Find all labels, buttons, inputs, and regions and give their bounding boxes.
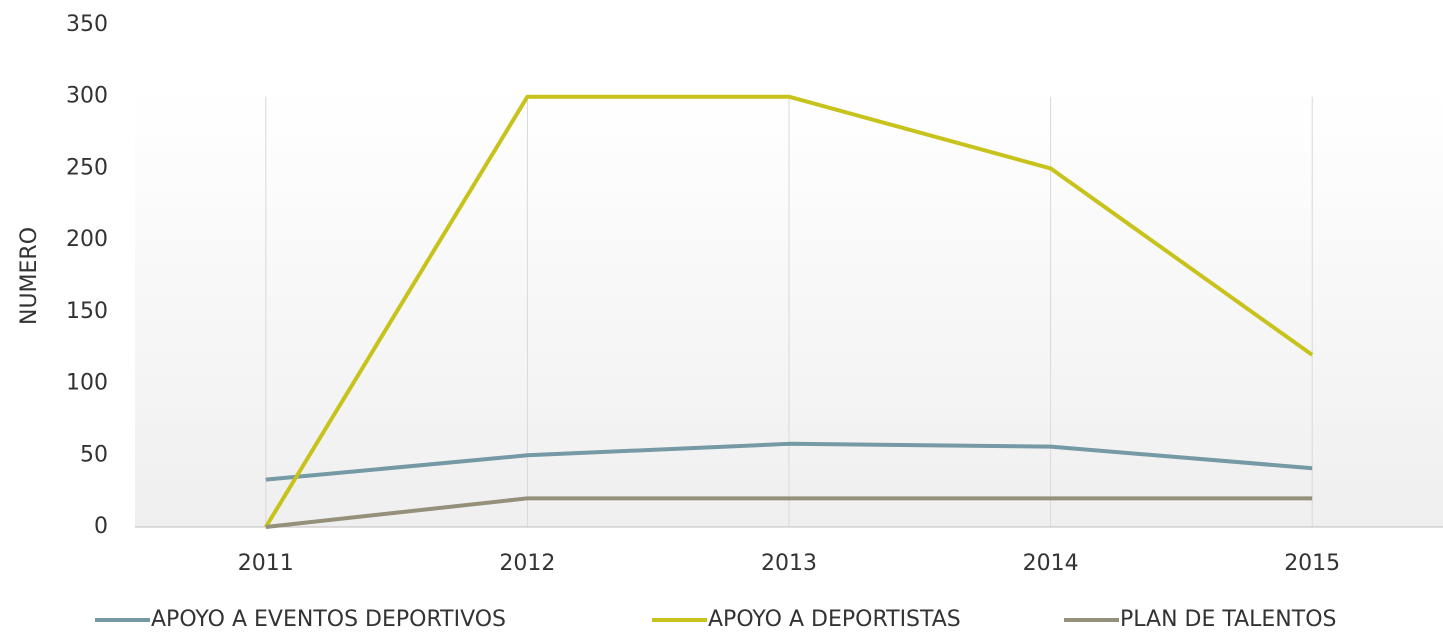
y-tick-label: 150 xyxy=(66,299,108,324)
line-series xyxy=(265,496,1313,529)
y-tick-label: 100 xyxy=(66,371,108,396)
x-tick-label: 2012 xyxy=(499,551,555,576)
y-tick-label: 200 xyxy=(66,227,108,252)
y-tick-label: 0 xyxy=(94,514,108,539)
line-series xyxy=(265,441,1313,482)
legend-label: APOYO A EVENTOS DEPORTIVOS xyxy=(151,607,506,632)
y-tick-label: 300 xyxy=(66,84,108,109)
y-tick-label: 50 xyxy=(80,442,108,467)
y-tick-label: 250 xyxy=(66,155,108,180)
x-tick-label: 2015 xyxy=(1284,551,1340,576)
x-tick-label: 2013 xyxy=(761,551,817,576)
legend-label: APOYO A DEPORTISTAS xyxy=(708,607,961,632)
x-tick-label: 2014 xyxy=(1023,551,1079,576)
line-series xyxy=(264,94,1314,529)
x-tick-label: 2011 xyxy=(238,551,294,576)
y-tick-label: 350 xyxy=(66,12,108,37)
legend-label: PLAN DE TALENTOS xyxy=(1120,607,1336,632)
y-axis-label: NUMERO xyxy=(17,227,42,325)
